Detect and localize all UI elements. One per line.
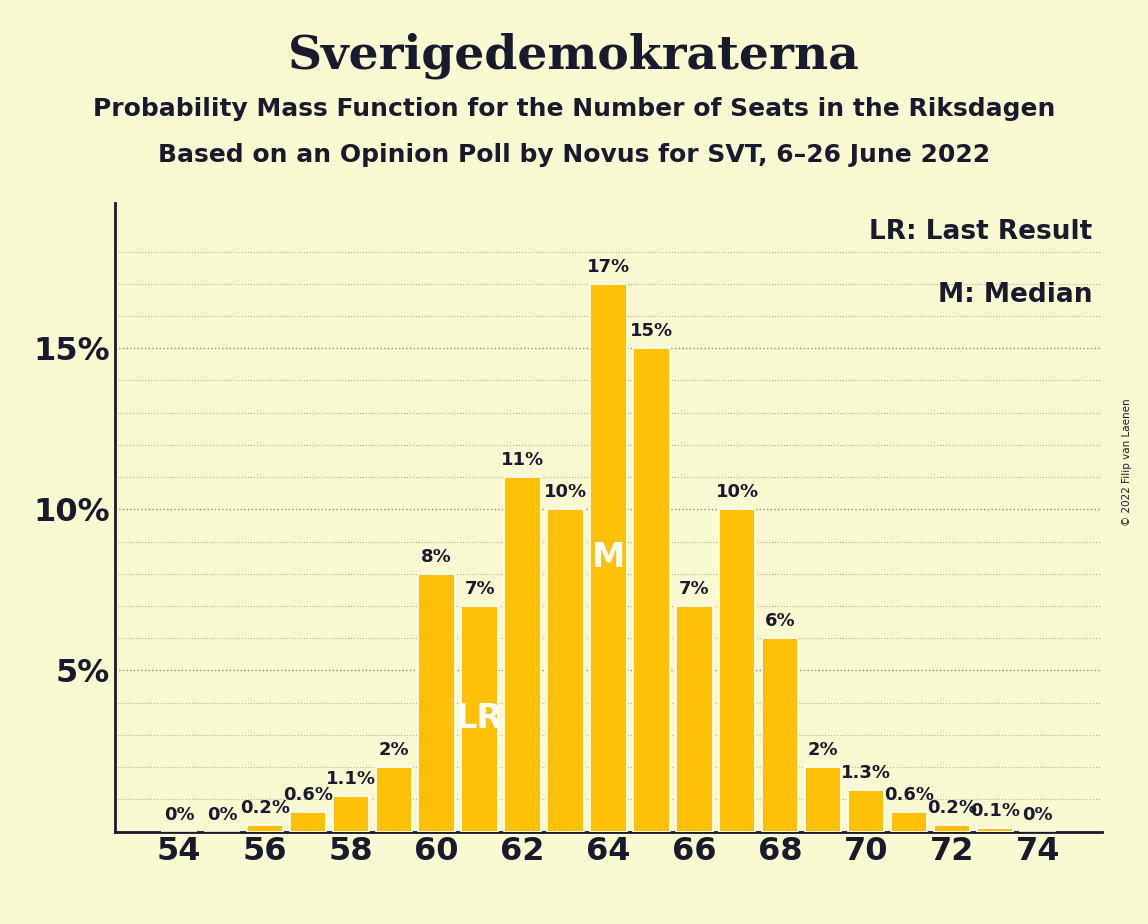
- Bar: [461, 606, 498, 832]
- Bar: [762, 638, 798, 832]
- Text: 1.3%: 1.3%: [841, 763, 891, 782]
- Text: 0.2%: 0.2%: [240, 799, 290, 817]
- Text: 17%: 17%: [587, 258, 630, 275]
- Text: 1.1%: 1.1%: [326, 770, 375, 788]
- Bar: [590, 284, 627, 832]
- Text: 0.1%: 0.1%: [970, 802, 1019, 821]
- Text: 2%: 2%: [808, 741, 838, 760]
- Bar: [719, 509, 755, 832]
- Text: 2%: 2%: [379, 741, 409, 760]
- Bar: [333, 796, 370, 832]
- Bar: [504, 477, 541, 832]
- Text: 8%: 8%: [421, 548, 452, 565]
- Bar: [375, 767, 412, 832]
- Text: Based on an Opinion Poll by Novus for SVT, 6–26 June 2022: Based on an Opinion Poll by Novus for SV…: [158, 143, 990, 167]
- Text: M: Median: M: Median: [938, 282, 1092, 308]
- Text: 7%: 7%: [678, 580, 709, 598]
- Bar: [634, 348, 669, 832]
- Bar: [247, 825, 284, 832]
- Text: 10%: 10%: [715, 483, 759, 502]
- Bar: [548, 509, 584, 832]
- Bar: [676, 606, 713, 832]
- Text: 10%: 10%: [544, 483, 587, 502]
- Bar: [891, 812, 928, 832]
- Bar: [289, 812, 326, 832]
- Text: 15%: 15%: [630, 322, 673, 340]
- Text: LR: Last Result: LR: Last Result: [869, 219, 1092, 245]
- Text: © 2022 Filip van Laenen: © 2022 Filip van Laenen: [1123, 398, 1132, 526]
- Text: 0%: 0%: [1023, 806, 1053, 823]
- Text: 0%: 0%: [207, 806, 238, 823]
- Text: 6%: 6%: [765, 613, 796, 630]
- Text: 0.2%: 0.2%: [926, 799, 977, 817]
- Text: Probability Mass Function for the Number of Seats in the Riksdagen: Probability Mass Function for the Number…: [93, 97, 1055, 121]
- Text: 0%: 0%: [164, 806, 194, 823]
- Text: LR: LR: [456, 702, 503, 736]
- Text: 0.6%: 0.6%: [282, 786, 333, 804]
- Text: 0.6%: 0.6%: [884, 786, 934, 804]
- Bar: [419, 574, 455, 832]
- Bar: [805, 767, 841, 832]
- Bar: [977, 829, 1013, 832]
- Bar: [847, 790, 884, 832]
- Text: Sverigedemokraterna: Sverigedemokraterna: [288, 32, 860, 79]
- Text: 11%: 11%: [501, 451, 544, 469]
- Text: 7%: 7%: [464, 580, 495, 598]
- Bar: [933, 825, 970, 832]
- Text: M: M: [592, 541, 625, 574]
